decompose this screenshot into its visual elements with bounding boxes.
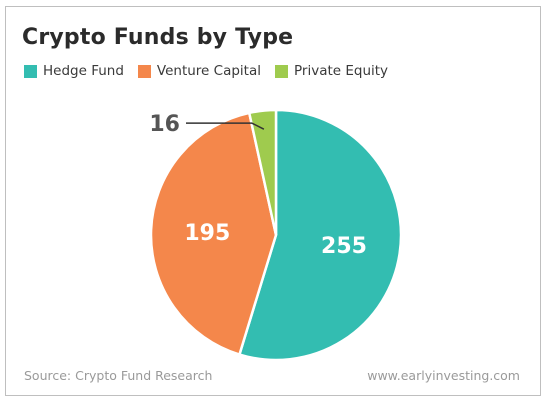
data-label-hedge-fund: 255	[321, 234, 367, 259]
chart-frame: Crypto Funds by Type Hedge Fund Venture …	[5, 6, 541, 396]
legend-swatch-venture-capital	[137, 64, 151, 78]
data-label-venture-capital: 195	[184, 221, 230, 246]
legend-label-private-equity: Private Equity	[294, 63, 389, 79]
legend-item-venture-capital: Venture Capital	[137, 63, 261, 79]
pie-chart: 255 195 16	[149, 108, 403, 362]
legend-item-private-equity: Private Equity	[275, 63, 388, 79]
pie-slice-hedge-fund	[237, 108, 403, 362]
website-credit: www.earlyinvesting.com	[367, 368, 520, 383]
chart-legend: Hedge Fund Venture Capital Private Equit…	[24, 63, 402, 79]
legend-swatch-hedge-fund	[24, 64, 37, 78]
chart-title: Crypto Funds by Type	[22, 25, 294, 50]
source-note: Source: Crypto Fund Research	[24, 368, 213, 383]
data-label-private-equity: 16	[149, 112, 180, 137]
legend-item-hedge-fund: Hedge Fund	[24, 63, 124, 79]
legend-swatch-private-equity	[275, 64, 288, 78]
legend-label-hedge-fund: Hedge Fund	[43, 63, 124, 79]
pie-slice-private-equity	[247, 108, 278, 236]
leader-line-private-equity	[186, 122, 265, 130]
pie-slice-venture-capital	[149, 111, 278, 357]
legend-label-venture-capital: Venture Capital	[156, 63, 261, 79]
